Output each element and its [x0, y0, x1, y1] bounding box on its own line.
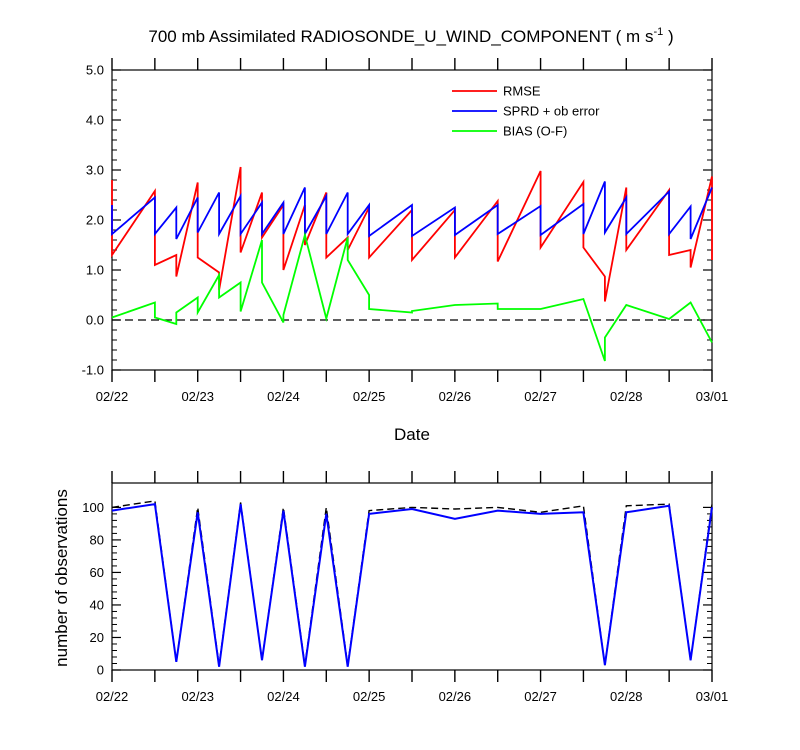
x-tick-label: 02/24 — [267, 389, 300, 404]
x-tick-label: 02/23 — [181, 389, 214, 404]
obs-x-axis: 02/22 02/23 02/24 02/25 02/26 02/27 02/28 03/01 — [96, 471, 729, 704]
x-tick-label: 02/23 — [181, 689, 214, 704]
x-axis: 02/22 02/23 02/24 02/25 02/26 02/27 02/28 03/01 — [96, 58, 729, 404]
series-group — [111, 166, 713, 362]
series-line-2 — [111, 181, 713, 240]
x-tick-label: 03/01 — [696, 689, 729, 704]
series-line-1 — [111, 166, 713, 302]
y-tick-label: 3.0 — [86, 163, 104, 178]
y-tick-label: 20 — [90, 630, 104, 645]
x-axis-title: Date — [394, 425, 430, 444]
y-tick-label: 80 — [90, 532, 104, 547]
y-tick-label: 40 — [90, 597, 104, 612]
x-tick-label: 02/22 — [96, 689, 129, 704]
y-tick-label: 4.0 — [86, 113, 104, 128]
y-tick-label: 100 — [82, 500, 104, 515]
y-tick-label: 5.0 — [86, 63, 104, 78]
obs-y-axis-title: number of observations — [52, 489, 71, 667]
x-tick-label: 02/26 — [439, 689, 472, 704]
rmse-spread-bias-chart: 700 mb Assimilated RADIOSONDE_U_WIND_COM… — [82, 26, 729, 444]
legend-label: SPRD + ob error — [503, 104, 600, 119]
y-tick-label: 0 — [97, 663, 104, 678]
x-tick-label: 02/22 — [96, 389, 129, 404]
series-line-1 — [111, 500, 713, 666]
x-tick-label: 02/28 — [610, 389, 643, 404]
y-tick-label: 2.0 — [86, 213, 104, 228]
x-tick-label: 02/28 — [610, 689, 643, 704]
obs-series-group — [111, 500, 713, 667]
chart-title: 700 mb Assimilated RADIOSONDE_U_WIND_COM… — [148, 26, 673, 46]
legend-label: RMSE — [503, 84, 541, 99]
x-tick-label: 02/24 — [267, 689, 300, 704]
series-line-3 — [111, 231, 713, 362]
obs-plot-frame — [111, 482, 713, 671]
x-tick-label: 02/26 — [439, 389, 472, 404]
series-line-2 — [111, 502, 713, 667]
y-axis: -1.0 0.0 1.0 2.0 3.0 4.0 5.0 — [82, 63, 712, 378]
legend: RMSE SPRD + ob error BIAS (O-F) — [452, 84, 600, 139]
obs-y-axis: 0 20 40 60 80 100 — [82, 500, 712, 678]
x-tick-label: 02/25 — [353, 689, 386, 704]
y-tick-label: 1.0 — [86, 263, 104, 278]
y-tick-label: -1.0 — [82, 363, 104, 378]
legend-label: BIAS (O-F) — [503, 124, 567, 139]
x-tick-label: 02/27 — [524, 689, 557, 704]
x-tick-label: 02/25 — [353, 389, 386, 404]
x-tick-label: 03/01 — [696, 389, 729, 404]
y-tick-label: 60 — [90, 565, 104, 580]
x-tick-label: 02/27 — [524, 389, 557, 404]
y-tick-label: 0.0 — [86, 313, 104, 328]
